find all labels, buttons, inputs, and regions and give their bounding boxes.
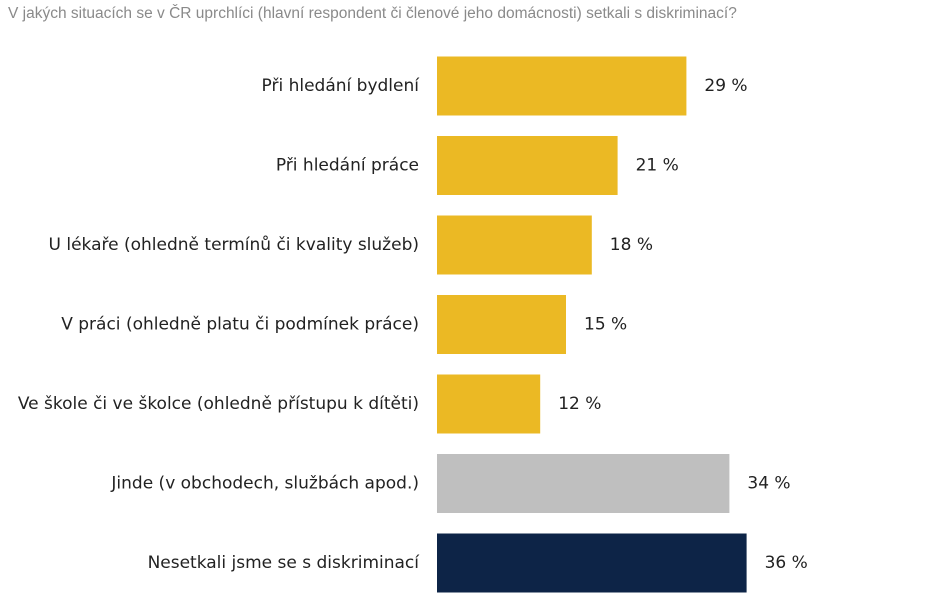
bar-6 <box>437 454 730 513</box>
value-label-7: 36 % <box>765 553 808 573</box>
category-label-4: V práci (ohledně platu či podmínek práce… <box>61 315 419 335</box>
bar-5 <box>437 374 541 434</box>
value-labels: 29 % 21 % 18 % 15 % 12 % 34 % 36 % <box>558 76 808 573</box>
value-label-1: 29 % <box>704 76 747 96</box>
bar-4 <box>437 295 566 354</box>
value-label-3: 18 % <box>610 235 653 255</box>
category-label-1: Při hledání bydlení <box>262 76 421 96</box>
category-label-7: Nesetkali jsme se s diskriminací <box>148 553 421 573</box>
bar-7 <box>437 533 747 593</box>
value-label-4: 15 % <box>584 315 627 335</box>
category-labels: Při hledání bydlení Při hledání práce U lé… <box>18 76 420 573</box>
value-label-6: 34 % <box>747 474 790 494</box>
category-label-6: Jinde (v obchodech, službách apod.) <box>110 474 419 494</box>
bar-3 <box>437 215 592 275</box>
bars-layer <box>437 56 747 593</box>
value-label-2: 21 % <box>636 156 679 176</box>
bar-2 <box>437 136 618 195</box>
category-label-2: Při hledání práce <box>276 156 419 176</box>
category-label-5: Ve škole či ve školce (ohledně přístupu … <box>18 394 419 414</box>
category-label-3: U lékaře (ohledně termínů či kvality slu… <box>49 235 419 255</box>
chart-title: V jakých situacích se v ČR uprchlíci (hl… <box>8 5 737 22</box>
bar-1 <box>437 56 687 116</box>
value-label-5: 12 % <box>558 394 601 414</box>
